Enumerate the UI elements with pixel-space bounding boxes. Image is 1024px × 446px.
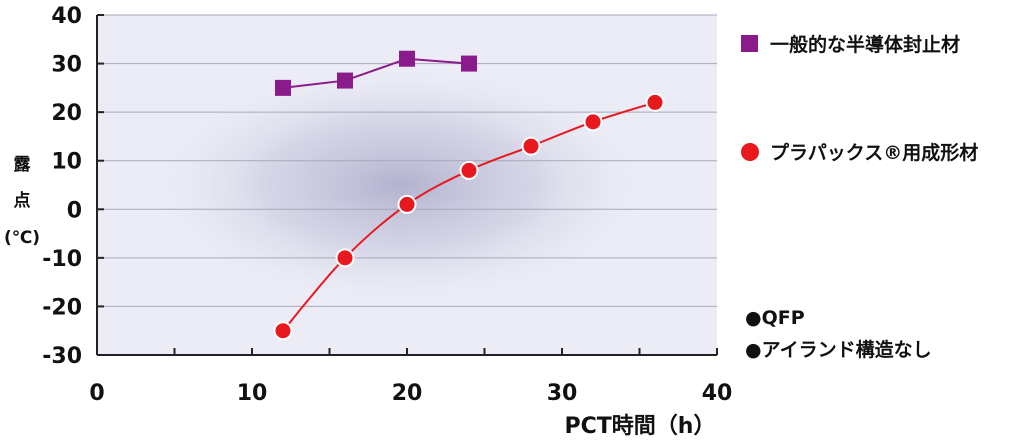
data-point-s1-3 <box>459 160 479 180</box>
x-tick-label-1: 10 <box>237 381 268 406</box>
x-tick-labels: 0 10 20 30 40 <box>89 381 732 406</box>
y-axis-label-line-2: 点 <box>14 190 31 211</box>
y-axis-label-line-3: (℃) <box>4 228 40 248</box>
legend-marker-circle <box>741 143 759 161</box>
x-tick-label-4: 40 <box>702 381 733 406</box>
y-tick-label-0: 40 <box>51 4 82 29</box>
axes <box>96 14 718 356</box>
y-tick-label-3: 10 <box>51 150 82 175</box>
y-tick-labels: 40 30 20 10 0 -10 -20 -30 <box>42 4 82 369</box>
legend: 一般的な半導体封止材 プラパックス®用成形材 <box>741 33 978 164</box>
y-tick-label-6: -20 <box>42 295 82 320</box>
legend-marker-square <box>741 35 758 52</box>
y-tick-label-4: 0 <box>67 198 82 223</box>
y-axis-label-line-1: 露 <box>14 155 32 175</box>
series-group <box>273 50 665 341</box>
legend-label-series-2: プラパックス®用成形材 <box>770 141 978 164</box>
data-point-s0-1 <box>337 72 353 89</box>
data-point-s0-2 <box>399 50 415 67</box>
data-point-s1-4 <box>521 136 541 156</box>
x-tick-label-0: 0 <box>89 381 104 406</box>
y-tick-label-5: -10 <box>42 247 82 272</box>
x-axis-label: PCT時間（h） <box>565 414 716 439</box>
series-line-0 <box>282 57 470 89</box>
annotation-qfp: ●QFP <box>745 307 805 329</box>
y-tick-label-1: 30 <box>51 53 82 78</box>
data-point-s0-3 <box>461 55 477 72</box>
x-tick-label-3: 30 <box>547 381 578 406</box>
data-point-s1-1 <box>335 248 355 268</box>
data-point-s1-5 <box>583 112 603 132</box>
data-point-s1-2 <box>397 194 417 214</box>
data-point-s0-0 <box>275 79 291 96</box>
y-tick-label-2: 20 <box>51 101 82 126</box>
plot-shading <box>150 65 650 305</box>
legend-label-series-1: 一般的な半導体封止材 <box>770 33 960 56</box>
data-point-s1-6 <box>645 92 665 112</box>
data-point-s1-0 <box>273 321 293 341</box>
y-tick-label-7: -30 <box>42 344 82 369</box>
x-tick-label-2: 20 <box>392 381 423 406</box>
annotation-island: ●アイランド構造なし <box>745 338 932 361</box>
